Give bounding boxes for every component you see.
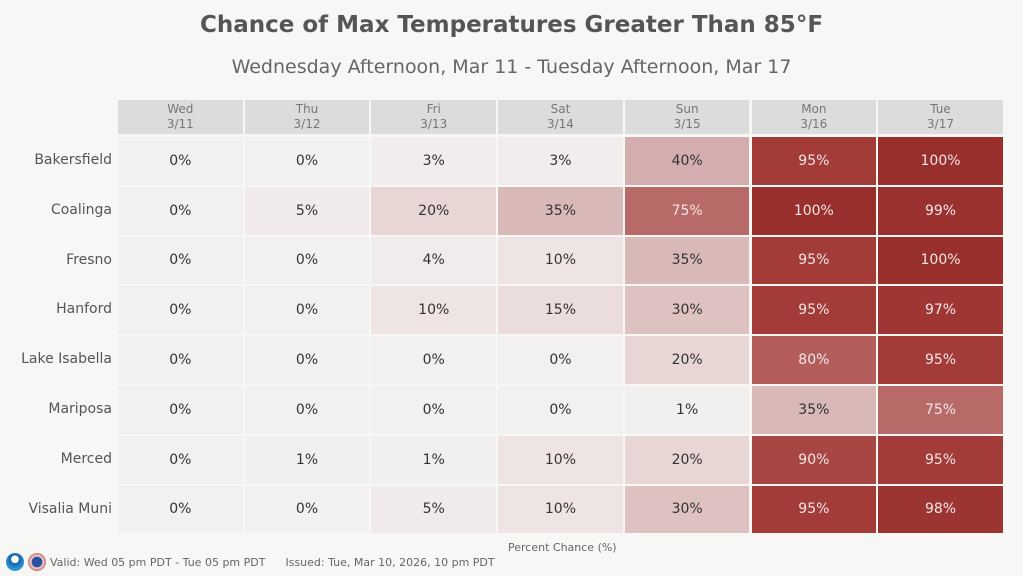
row-label: Hanford xyxy=(56,301,112,318)
row-label: Bakersfield xyxy=(34,152,112,168)
column-header: Tue 3/17 xyxy=(878,100,1003,134)
heatmap-cell: 10% xyxy=(498,435,623,484)
heatmap-cell: 0% xyxy=(118,186,243,235)
column-day: Sun xyxy=(675,102,699,116)
heatmap-cell: 0% xyxy=(118,386,243,434)
heatmap-cell: 95% xyxy=(751,137,877,185)
column-header: Fri 3/13 xyxy=(371,100,497,134)
heatmap-cell: 0% xyxy=(371,386,497,434)
heatmap-cell: 10% xyxy=(371,286,497,335)
heatmap-cell: 95% xyxy=(751,236,877,285)
row-label: Coalinga xyxy=(50,201,112,218)
column-date: 3/13 xyxy=(420,117,448,131)
heatmap-cell: 0% xyxy=(498,386,623,434)
heatmap-cell: 1% xyxy=(624,386,750,434)
row-label: Fresno xyxy=(66,251,112,268)
valid-time: Valid: Wed 05 pm PDT - Tue 05 pm PDT xyxy=(50,555,266,569)
heatmap-cell: 95% xyxy=(751,485,877,534)
heatmap-cell: 0% xyxy=(244,137,370,185)
heatmap-cell: 0% xyxy=(371,336,497,384)
heatmap-cell: 1% xyxy=(244,435,370,484)
column-date: 3/16 xyxy=(800,117,828,131)
column-day: Mon xyxy=(801,102,827,116)
heatmap-cell: 80% xyxy=(751,336,877,384)
heatmap-cell: 0% xyxy=(244,236,370,285)
heatmap-cell: 0% xyxy=(118,336,243,384)
column-day: Thu xyxy=(295,102,319,116)
column-date: 3/14 xyxy=(546,117,574,131)
chart-subtitle: Wednesday Afternoon, Mar 11 - Tuesday Af… xyxy=(231,56,792,78)
heatmap-cell: 0% xyxy=(498,336,623,384)
heatmap-cell: 20% xyxy=(371,186,497,235)
row-label: Visalia Muni xyxy=(28,500,112,517)
heatmap-cell: 95% xyxy=(878,336,1003,384)
heatmap-cell: 10% xyxy=(498,485,623,534)
heatmap-cell: 99% xyxy=(878,186,1003,235)
column-day: Fri xyxy=(426,102,441,116)
heatmap-cell: 0% xyxy=(244,286,370,335)
heatmap-cell: 35% xyxy=(751,386,877,434)
heatmap-cell: 97% xyxy=(878,286,1003,335)
column-header: Mon 3/16 xyxy=(751,100,877,134)
heatmap-cell: 10% xyxy=(498,236,623,285)
chart-title: Chance of Max Temperatures Greater Than … xyxy=(199,12,824,38)
heatmap-cell: 100% xyxy=(751,186,877,235)
footer: Valid: Wed 05 pm PDT - Tue 05 pm PDT Iss… xyxy=(6,553,495,571)
column-day: Wed xyxy=(167,102,194,116)
heatmap-cell: 4% xyxy=(371,236,497,285)
heatmap-cell: 0% xyxy=(244,485,370,534)
legend-label: Percent Chance (%) xyxy=(508,541,617,554)
heatmap-cell: 35% xyxy=(624,236,750,285)
column-header: Thu 3/12 xyxy=(244,100,370,134)
heatmap-cell: 40% xyxy=(624,137,750,185)
heatmap-cell: 0% xyxy=(118,435,243,484)
column-date: 3/11 xyxy=(166,117,194,131)
heatmap-cell: 0% xyxy=(118,236,243,285)
heatmap-cell: 3% xyxy=(498,137,623,185)
column-day: Sat xyxy=(550,102,571,116)
noaa-logo-icon xyxy=(6,553,24,571)
heatmap-cell: 95% xyxy=(751,286,877,335)
heatmap-cell: 35% xyxy=(498,186,623,235)
heatmap-cell: 100% xyxy=(878,236,1003,285)
column-date: 3/15 xyxy=(673,117,701,131)
heatmap-cell: 20% xyxy=(624,435,750,484)
heatmap-cell: 1% xyxy=(371,435,497,484)
heatmap-cell: 0% xyxy=(244,336,370,384)
heatmap-cell: 0% xyxy=(244,386,370,434)
heatmap-cell: 15% xyxy=(498,286,623,335)
column-date: 3/17 xyxy=(927,117,954,131)
column-header: Wed 3/11 xyxy=(118,100,243,134)
heatmap-cell: 98% xyxy=(878,485,1003,534)
heatmap-cell: 0% xyxy=(118,137,243,185)
column-date: 3/12 xyxy=(293,117,321,131)
heatmap-cell: 75% xyxy=(878,386,1003,434)
row-label: Mariposa xyxy=(48,401,112,417)
column-header: Sun 3/15 xyxy=(624,100,750,134)
heatmap-cell: 20% xyxy=(624,336,750,384)
row-label: Lake Isabella xyxy=(21,351,112,368)
heatmap-cell: 0% xyxy=(118,485,243,534)
heatmap-cell: 90% xyxy=(751,435,877,484)
row-label: Merced xyxy=(60,450,112,467)
heatmap-cell: 3% xyxy=(371,137,497,185)
issued-time: Issued: Tue, Mar 10, 2026, 10 pm PDT xyxy=(285,555,495,569)
heatmap-cell: 30% xyxy=(624,286,750,335)
heatmap-cell: 75% xyxy=(624,186,750,235)
heatmap-cell: 5% xyxy=(371,485,497,534)
heatmap-cell: 0% xyxy=(118,286,243,335)
column-header: Sat 3/14 xyxy=(498,100,623,134)
heatmap-cell: 95% xyxy=(878,435,1003,484)
heatmap-cell: 100% xyxy=(878,137,1003,185)
heatmap-cell: 5% xyxy=(244,186,370,235)
nws-logo-icon xyxy=(28,553,46,571)
heatmap-cell: 30% xyxy=(624,485,750,534)
column-day: Tue xyxy=(930,102,951,116)
